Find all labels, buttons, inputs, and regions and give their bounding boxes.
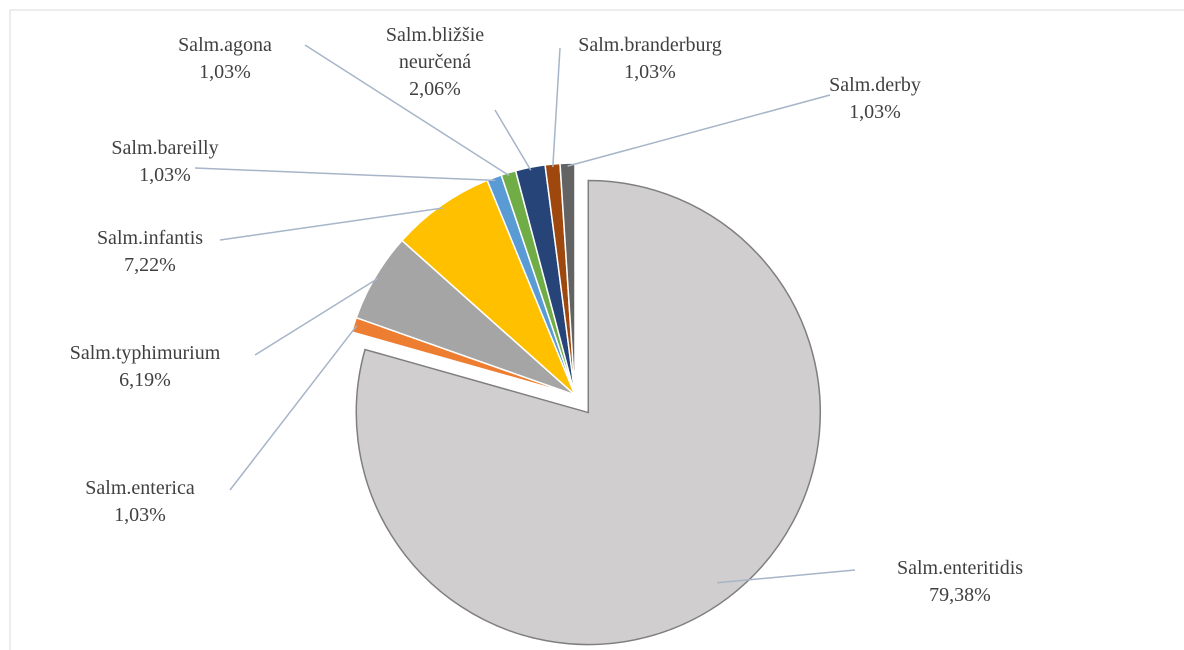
data-label: Salm.enterica 1,03% <box>65 475 215 529</box>
category-label: Salm.branderburg <box>578 34 722 56</box>
category-label: Salm.bližšie neurčená <box>385 24 485 73</box>
category-label: Salm.enterica <box>85 477 195 499</box>
data-label: Salm.derby 1,03% <box>800 72 950 126</box>
value-label: 7,22% <box>124 254 176 276</box>
leader-line <box>717 569 856 584</box>
leader-line <box>219 207 443 241</box>
value-label: 1,03% <box>139 164 191 186</box>
data-label: Salm.bližšie neurčená 2,06% <box>375 22 495 103</box>
data-label: Salm.bareilly 1,03% <box>90 135 240 189</box>
value-label: 2,06% <box>409 78 461 100</box>
data-label: Salm.agona 1,03% <box>150 32 300 86</box>
value-label: 1,03% <box>114 504 166 526</box>
leader-line <box>304 44 510 177</box>
data-label: Salm.enteritidis 79,38% <box>870 555 1050 609</box>
pie-slice <box>559 162 576 396</box>
value-label: 1,03% <box>849 101 901 123</box>
category-label: Salm.typhimurium <box>69 342 221 364</box>
category-label: Salm.derby <box>829 74 921 96</box>
category-label: Salm.bareilly <box>111 137 219 159</box>
value-label: 79,38% <box>929 584 991 606</box>
value-label: 6,19% <box>119 369 171 391</box>
category-label: Salm.infantis <box>96 227 204 249</box>
data-label: Salm.infantis 7,22% <box>75 225 225 279</box>
category-label: Salm.agona <box>178 34 272 56</box>
leader-line <box>567 94 831 167</box>
data-label: Salm.typhimurium 6,19% <box>45 340 245 394</box>
leader-line <box>552 47 561 168</box>
value-label: 1,03% <box>624 61 676 83</box>
leader-line <box>229 325 358 491</box>
chart-frame <box>9 9 1184 650</box>
value-label: 1,03% <box>199 61 251 83</box>
data-label: Salm.branderburg 1,03% <box>550 32 750 86</box>
pie-slice <box>355 179 822 646</box>
category-label: Salm.enteritidis <box>896 557 1024 579</box>
leader-line <box>494 109 532 171</box>
leader-line <box>254 277 379 356</box>
pie-slice <box>400 179 576 396</box>
leader-line <box>194 167 496 182</box>
